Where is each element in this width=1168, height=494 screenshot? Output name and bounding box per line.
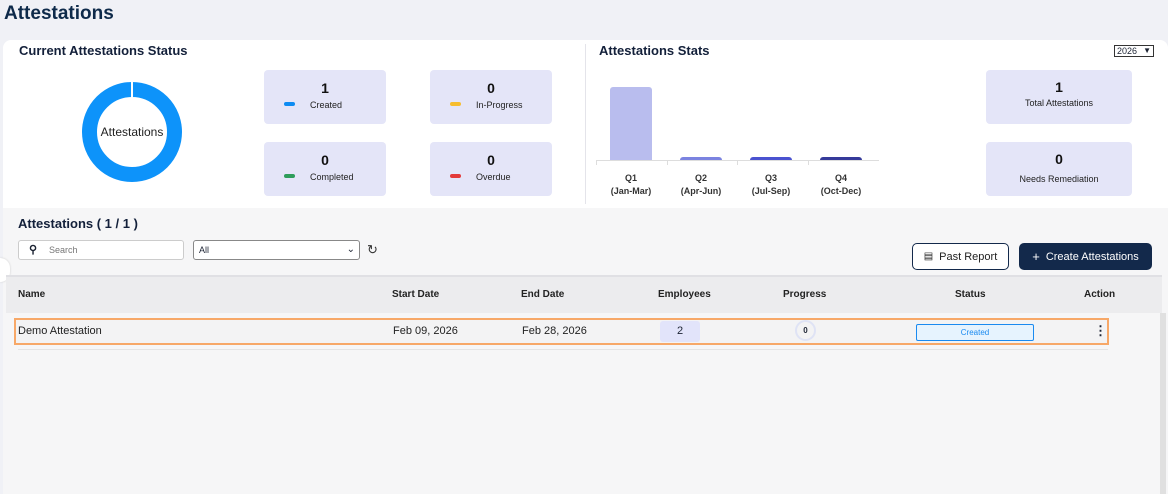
- row-divider: [18, 349, 1108, 350]
- needs-remediation-stat: 0 Needs Remediation: [986, 142, 1132, 196]
- stat-count: 0: [487, 80, 495, 96]
- page-title: Attestations: [4, 3, 114, 24]
- stat-label: In-Progress: [476, 100, 523, 110]
- create-label: Create Attestations: [1045, 250, 1139, 263]
- remediation-count: 0: [1055, 151, 1063, 167]
- bar-q4[interactable]: [820, 157, 862, 160]
- bar-q3[interactable]: [750, 157, 792, 160]
- row-name[interactable]: Demo Attestation: [18, 325, 102, 337]
- col-name[interactable]: Name: [18, 289, 46, 300]
- stat-label: Created: [310, 100, 343, 110]
- chevron-down-icon: ▼: [1143, 46, 1151, 55]
- refresh-icon[interactable]: ↻: [367, 242, 378, 257]
- stat-label: Completed: [310, 172, 354, 182]
- stat-count: 0: [321, 152, 329, 168]
- legend-dash: [284, 102, 295, 106]
- search-placeholder: Search: [49, 245, 78, 255]
- stat-overdue[interactable]: 0 Overdue: [430, 142, 552, 196]
- x-label-q4: Q4 (Oct-Dec): [820, 173, 862, 196]
- scrollbar[interactable]: [1160, 313, 1166, 494]
- search-input[interactable]: ⚲ Search: [18, 240, 184, 260]
- col-end-date[interactable]: End Date: [521, 289, 565, 300]
- plus-icon: +: [1032, 249, 1040, 264]
- create-attestations-button[interactable]: + Create Attestations: [1019, 243, 1152, 270]
- search-icon: ⚲: [29, 244, 38, 256]
- x-tick: [666, 160, 668, 165]
- stats-section-title: Attestations Stats: [599, 43, 710, 58]
- progress-ring: 0: [795, 320, 816, 341]
- col-employees[interactable]: Employees: [658, 289, 711, 300]
- status-badge: Created: [916, 324, 1034, 341]
- donut-label: Attestations: [100, 125, 164, 139]
- x-tick: [808, 160, 810, 165]
- divider: [585, 44, 586, 204]
- total-count: 1: [1055, 79, 1063, 95]
- past-report-label: Past Report: [939, 250, 998, 263]
- sidebar-toggle[interactable]: [0, 258, 10, 282]
- filter-value: All: [199, 245, 210, 255]
- row-start-date: Feb 09, 2026: [393, 325, 458, 337]
- x-label-q1: Q1 (Jan-Mar): [610, 173, 652, 196]
- stat-label: Overdue: [476, 172, 511, 182]
- total-attestations-stat: 1 Total Attestations: [986, 70, 1132, 124]
- chevron-down-icon: ⌄: [346, 244, 355, 255]
- bar-q1[interactable]: [610, 87, 652, 160]
- x-label-q3: Q3 (Jul-Sep): [751, 173, 791, 196]
- stat-count: 0: [487, 152, 495, 168]
- row-end-date: Feb 28, 2026: [522, 325, 587, 337]
- year-select[interactable]: 2026 ▼: [1114, 45, 1154, 57]
- legend-dash: [284, 174, 295, 178]
- remediation-label: Needs Remediation: [1019, 174, 1099, 184]
- col-status[interactable]: Status: [955, 289, 986, 300]
- x-tick: [737, 160, 739, 165]
- stat-count: 1: [321, 80, 329, 96]
- report-icon: ▤: [923, 251, 934, 262]
- status-donut: [82, 81, 182, 182]
- col-start-date[interactable]: Start Date: [392, 289, 440, 300]
- status-filter-select[interactable]: All ⌄: [193, 240, 360, 260]
- col-progress[interactable]: Progress: [783, 289, 827, 300]
- legend-dash: [450, 102, 461, 106]
- stat-completed[interactable]: 0 Completed: [264, 142, 386, 196]
- more-actions-icon[interactable]: ⋮: [1094, 323, 1107, 338]
- legend-dash: [450, 174, 461, 178]
- x-label-q2: Q2 (Apr-Jun): [680, 173, 722, 196]
- year-value: 2026: [1117, 46, 1138, 56]
- bar-q2[interactable]: [680, 157, 722, 160]
- x-tick: [596, 160, 597, 165]
- stat-created[interactable]: 1 Created: [264, 70, 386, 124]
- status-section-title: Current Attestations Status: [19, 43, 188, 58]
- stat-in-progress[interactable]: 0 In-Progress: [430, 70, 552, 124]
- table-header: [6, 275, 1162, 313]
- col-action[interactable]: Action: [1084, 289, 1116, 300]
- employees-badge[interactable]: 2: [660, 321, 700, 342]
- total-label: Total Attestations: [1024, 98, 1094, 108]
- past-report-button[interactable]: ▤ Past Report: [912, 243, 1009, 270]
- list-title: Attestations ( 1 / 1 ): [18, 216, 138, 231]
